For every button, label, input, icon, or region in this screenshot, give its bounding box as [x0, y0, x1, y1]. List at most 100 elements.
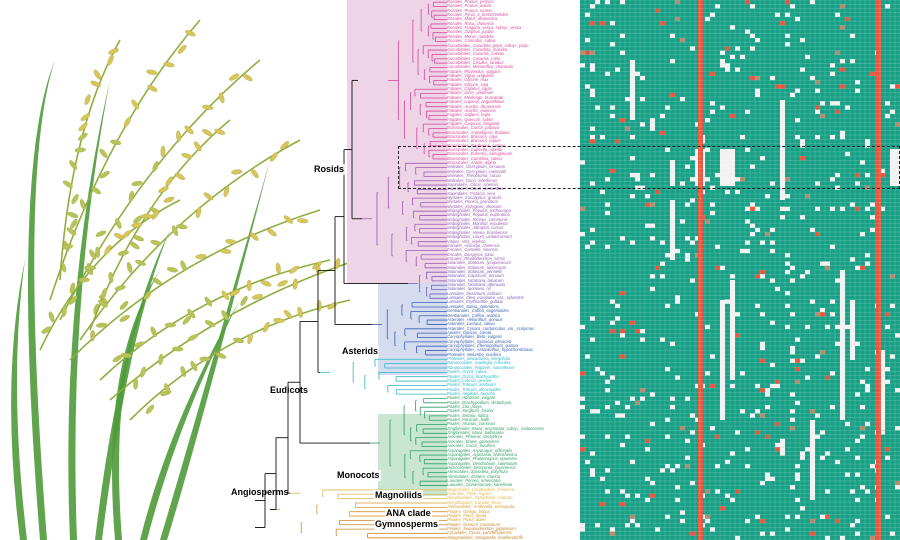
heatmap-cell — [830, 63, 835, 68]
heatmap-cell — [820, 455, 825, 460]
heatmap-cell — [760, 345, 765, 351]
heatmap-cell — [665, 105, 670, 110]
heatmap-cell — [725, 46, 730, 51]
taxon-label: Pinales_Pinus_taeda — [447, 512, 487, 518]
taxon-label: Myrtales_Syzygium_oleosum — [447, 203, 502, 209]
heatmap-cell — [740, 177, 745, 182]
heatmap-cell — [655, 189, 660, 195]
heatmap-cell — [800, 67, 805, 72]
heatmap-cell — [620, 0, 625, 5]
heatmap-cell — [590, 227, 595, 233]
heatmap-cell — [585, 12, 590, 17]
taxon-label: Rosales_Fragaria_vesca_subsp._vesca — [447, 25, 522, 31]
heatmap-cell — [850, 33, 855, 38]
taxon-label: Malvales_Gossypium_raimondii — [447, 168, 507, 174]
taxon-label: Asparagales_Apostasia_shenzhenica — [447, 451, 517, 457]
heatmap-cell — [810, 518, 815, 524]
heatmap-cell — [705, 518, 710, 524]
heatmap-cell — [665, 514, 670, 519]
heatmap-cell — [665, 253, 670, 258]
heatmap-cell — [800, 143, 805, 148]
heatmap-cell — [880, 172, 885, 178]
heatmap-cell — [855, 455, 860, 460]
heatmap-cell — [865, 185, 870, 190]
heatmap-cell — [660, 468, 665, 473]
taxon-label: Brassicales_Arabis_alpina — [447, 160, 497, 166]
taxon-label: Rosales_Morus_notabilis — [447, 33, 494, 39]
taxon-label: Brassicales_Capsella_rubella — [447, 147, 502, 153]
heatmap-cell — [795, 514, 800, 519]
heatmap-cell — [635, 493, 640, 498]
taxon-label: Sapindales_Pistacia_vera — [447, 190, 496, 196]
heatmap-cell — [840, 206, 845, 211]
heatmap-cell — [695, 149, 700, 186]
heatmap-cell — [670, 468, 675, 473]
heatmap-cell — [820, 113, 825, 119]
heatmap-cell — [685, 396, 690, 401]
heatmap-cell — [780, 100, 785, 200]
heatmap-cell — [765, 392, 770, 397]
heatmap-cell — [830, 244, 835, 249]
heatmap-cell — [855, 88, 860, 93]
taxon-label: Zingiberales_Musa_acuminata_subsp._malac… — [447, 425, 545, 431]
heatmap-cell — [885, 455, 890, 460]
heatmap-cell — [650, 172, 655, 178]
heatmap-cell — [705, 514, 710, 519]
heatmap-cell — [735, 46, 740, 51]
heatmap-cell — [620, 236, 625, 241]
heatmap-cell — [840, 4, 845, 9]
taxon-label: Alismatales_Spirodela_polyrhiza — [447, 469, 508, 475]
heatmap-cell — [670, 160, 675, 186]
heatmap-cell — [640, 185, 645, 190]
heatmap-cell — [685, 438, 690, 443]
heatmap-cell — [620, 333, 625, 338]
taxon-label: Ericales_Camellia_sinensis — [447, 247, 498, 253]
heatmap-cell — [725, 299, 730, 304]
heatmap-cell — [850, 257, 855, 262]
taxon-label: Fabales_Cicer_arietinum — [447, 90, 494, 96]
taxon-label: Gentianales_Coffea_eugenioides — [447, 308, 509, 314]
heatmap-cell — [855, 497, 860, 503]
heatmap-cell — [645, 447, 650, 452]
heatmap-cell — [600, 502, 605, 507]
taxon-label: Laurales_Persea_americana — [447, 478, 501, 484]
heatmap-cell — [635, 523, 640, 528]
heatmap-cell — [865, 143, 870, 148]
heatmap-cell — [665, 417, 670, 422]
taxon-label: Cucurbitales_Cucumis_sativus — [447, 51, 505, 57]
heatmap-cell — [720, 50, 725, 55]
taxon-label: Cucurbitales_Cucurbita_pepo_subsp._pepo — [447, 42, 529, 48]
heatmap-cell — [705, 16, 710, 22]
taxon-label: Asterales_Lactuca_sativa — [447, 321, 495, 327]
heatmap-cell — [770, 227, 775, 233]
heatmap-cell — [745, 206, 750, 211]
heatmap-cell — [655, 527, 660, 532]
taxon-label: Ericales_Rhododendron_simsii — [447, 255, 505, 261]
heatmap-cell — [710, 101, 715, 106]
heatmap-cell — [615, 139, 620, 144]
heatmap-cell — [705, 324, 710, 330]
heatmap-cell — [645, 194, 650, 199]
heatmap-cell — [680, 97, 685, 102]
heatmap-cell — [710, 354, 715, 359]
taxon-label: Fabales_Lupinus_angustifolius — [447, 99, 505, 105]
heatmap-cell — [625, 523, 630, 528]
expanded-column — [876, 0, 881, 540]
heatmap-cell — [750, 202, 755, 207]
heatmap-cell — [580, 371, 585, 376]
heatmap-cell — [690, 240, 695, 245]
heatmap-cell — [620, 50, 625, 55]
taxon-label: Fagales_Carpinus_fangiana — [447, 120, 500, 126]
heatmap-cell — [650, 286, 655, 292]
heatmap-cell — [775, 379, 780, 384]
heatmap-cell — [625, 97, 630, 102]
taxon-label: Fagales_Quercus_suber — [447, 116, 493, 122]
heatmap-cell — [645, 497, 650, 503]
heatmap-cell — [815, 88, 820, 93]
heatmap-cell — [815, 105, 820, 110]
heatmap-cell — [845, 324, 850, 330]
heatmap-cell — [615, 316, 620, 321]
heatmap-cell — [590, 88, 595, 93]
taxon-label: Brassicales_Brassica_napus — [447, 138, 501, 144]
presence-absence-heatmap — [580, 0, 900, 540]
